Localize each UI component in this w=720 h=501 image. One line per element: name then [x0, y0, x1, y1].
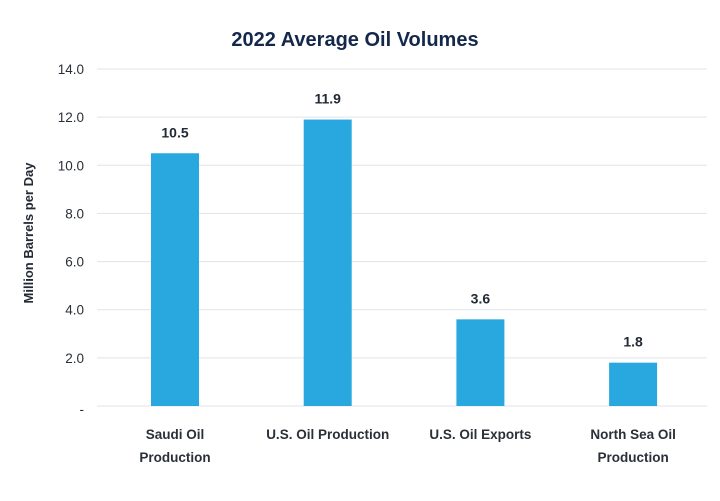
bar — [609, 362, 658, 406]
y-tick-label: 12.0 — [58, 110, 84, 125]
data-label: 11.9 — [314, 91, 341, 107]
y-axis-label: Million Barrels per Day — [21, 162, 36, 304]
y-tick-label: 2.0 — [65, 351, 84, 366]
y-tick-label: 14.0 — [58, 62, 84, 77]
y-tick-label: 10.0 — [58, 158, 84, 173]
y-axis-ticks: - 2.0 4.0 6.0 8.0 10.0 12.0 14.0 — [58, 62, 84, 417]
y-tick-label: - — [80, 402, 85, 417]
x-tick-label: Production — [139, 450, 210, 465]
x-tick-label: Production — [597, 450, 668, 465]
bar — [303, 119, 352, 407]
y-tick-label: 6.0 — [65, 255, 84, 270]
x-tick-label: North Sea Oil — [590, 427, 676, 442]
x-tick-label: U.S. Oil Exports — [429, 427, 531, 442]
data-label: 1.8 — [623, 334, 643, 350]
bars — [151, 119, 658, 407]
x-axis-labels: Saudi Oil Production U.S. Oil Production U.… — [139, 427, 675, 465]
data-label: 3.6 — [471, 290, 491, 306]
bar — [151, 153, 199, 406]
bar — [456, 319, 505, 406]
y-tick-label: 4.0 — [65, 303, 84, 318]
x-tick-label: Saudi Oil — [146, 427, 205, 442]
data-labels: 10.5 11.9 3.6 1.8 — [161, 91, 643, 350]
data-label: 10.5 — [161, 124, 188, 140]
y-tick-label: 8.0 — [65, 206, 84, 221]
x-tick-label: U.S. Oil Production — [266, 427, 389, 442]
chart-title: 2022 Average Oil Volumes — [231, 29, 478, 51]
